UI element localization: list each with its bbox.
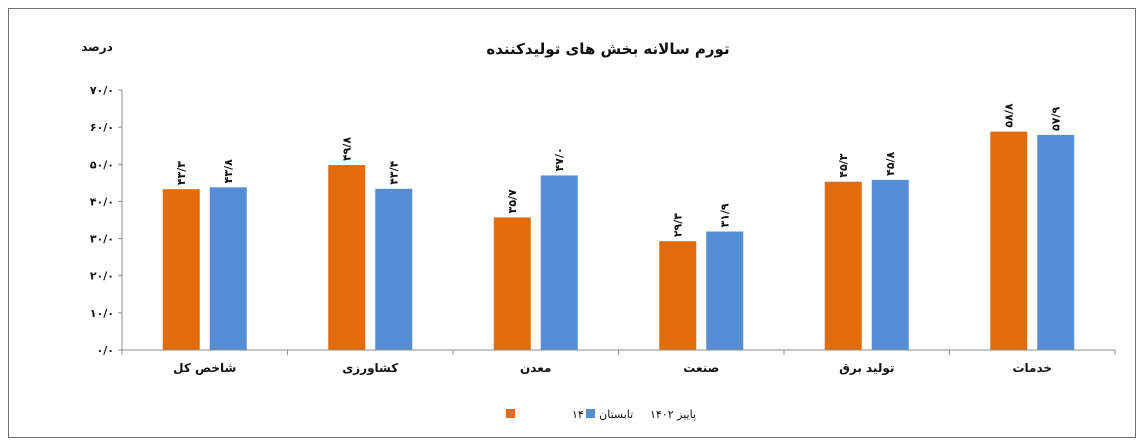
legend-swatch-summer: [506, 409, 515, 418]
bar-autumn: [871, 179, 909, 350]
y-tick-label: ۰/۰: [97, 344, 114, 357]
y-tick-label: ۱۰/۰: [90, 307, 114, 320]
x-axis: شاخص کل کشاورزی معدن صنعت تولید برق خدمات: [121, 349, 1116, 376]
bar-data-label: ۴۷/۰: [553, 147, 566, 171]
bar-data-label: ۴۵/۸: [884, 151, 897, 175]
x-category-label: تولید برق: [839, 361, 894, 376]
y-tick-label: ۶۰/۰: [90, 121, 114, 134]
x-category-label: خدمات: [1012, 361, 1052, 375]
y-axis: ۰/۰ ۱۰/۰ ۲۰/۰ ۳۰/۰ ۴۰/۰ ۵۰/۰ ۶۰/۰ ۷۰/۰: [90, 84, 123, 357]
y-axis-unit-label: درصد: [81, 40, 113, 54]
bar-autumn: [375, 188, 413, 350]
bar-data-label: ۳۵/۷: [506, 189, 519, 213]
x-category-label: معدن: [520, 361, 551, 375]
chart-title: تورم سالانه بخش های تولیدکننده: [486, 40, 729, 58]
bar-autumn: [1037, 134, 1075, 350]
bar-autumn: [209, 187, 247, 350]
y-tick-label: ۴۰/۰: [90, 195, 114, 208]
bar-summer: [659, 241, 697, 350]
bar-data-label: ۵۸/۸: [1003, 103, 1016, 127]
bar-autumn: [540, 175, 578, 350]
bar-autumn: [706, 231, 744, 350]
bars-group: ۴۳/۳ ۴۳/۸ ۴۹/۸ ۴۳/۴ ۳۵/۷ ۴۷/۰ ۲۹/۳ ۳۱/۹ ۴۵/۳ ۴۵/۸…: [162, 103, 1075, 350]
bar-data-label: ۳۱/۹: [719, 203, 732, 227]
y-tick-label: ۲۰/۰: [90, 270, 114, 283]
legend-label-autumn: پاییز ۱۴۰۲: [650, 408, 696, 421]
x-category-label: صنعت: [683, 361, 719, 375]
legend: تابستان ۱۴۰۲ پاییز ۱۴۰۲: [506, 408, 696, 421]
bar-data-label: ۴۵/۳: [837, 153, 850, 177]
bar-data-label: ۲۹/۳: [672, 213, 685, 237]
legend-swatch-autumn: [586, 409, 595, 418]
bar-summer: [328, 165, 366, 350]
y-tick-label: ۳۰/۰: [90, 233, 114, 246]
bar-data-label: ۵۷/۹: [1050, 106, 1063, 130]
bar-data-label: ۴۳/۳: [175, 161, 188, 185]
bar-data-label: ۴۳/۸: [222, 159, 235, 183]
bar-summer: [162, 189, 200, 350]
y-tick-label: ۷۰/۰: [90, 84, 114, 97]
legend-label-summer: تابستان ۱۴۰۲: [572, 408, 633, 421]
bar-data-label: ۴۹/۸: [341, 137, 354, 161]
x-category-label: شاخص کل: [173, 361, 236, 375]
y-tick-label: ۵۰/۰: [90, 158, 114, 171]
bar-summer: [990, 131, 1028, 350]
bar-data-label: ۴۳/۴: [388, 160, 401, 184]
bar-summer: [824, 181, 862, 350]
x-category-label: کشاورزی: [342, 361, 398, 376]
bar-summer: [493, 217, 531, 350]
